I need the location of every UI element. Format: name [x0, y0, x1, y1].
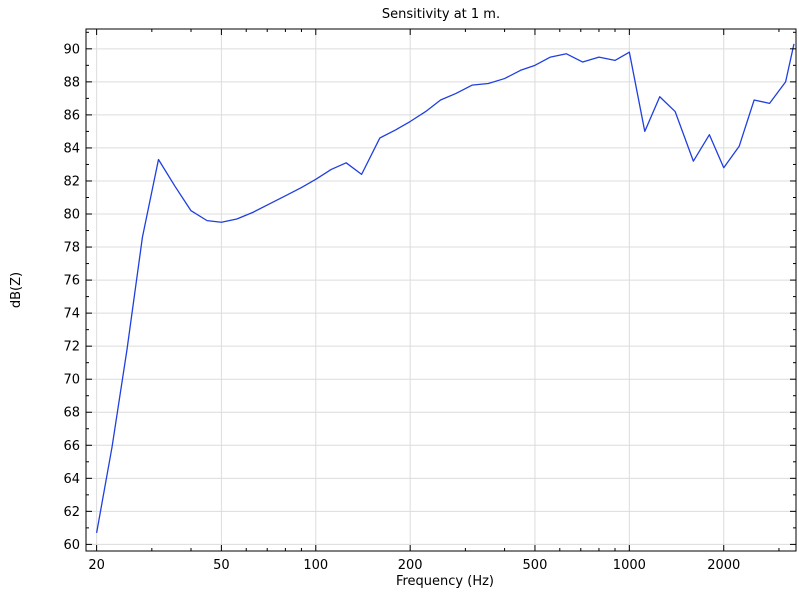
- x-axis-label: Frequency (Hz): [396, 574, 494, 589]
- x-tick-label: 1000: [613, 558, 646, 573]
- y-tick-label: 82: [63, 174, 80, 189]
- y-tick-label: 76: [63, 274, 80, 289]
- series-layer: [95, 43, 795, 533]
- x-tick-label: 200: [398, 558, 423, 573]
- y-tick-labels: 60 62 64 66 68 70 72 74 76 78 80 82 84 86 88 90: [63, 42, 80, 553]
- y-tick-label: 80: [63, 208, 80, 223]
- x-tick-label: 2000: [707, 558, 740, 573]
- x-tick-label: 20: [88, 558, 105, 573]
- plot-frame: [85, 28, 797, 552]
- grid-lines: [86, 29, 796, 551]
- x-tick-label: 50: [213, 558, 230, 573]
- y-tick-label: 78: [63, 241, 80, 256]
- y-axis-label: dB(Z): [9, 272, 24, 308]
- x-tick-label: 500: [523, 558, 548, 573]
- y-tick-label: 72: [63, 340, 80, 355]
- y-tick-label: 70: [63, 373, 80, 388]
- x-tick-label: 100: [303, 558, 328, 573]
- y-tick-label: 64: [63, 472, 80, 487]
- sensitivity-series-line: [95, 43, 795, 533]
- y-tick-label: 88: [63, 75, 80, 90]
- y-tick-label: 74: [63, 307, 80, 322]
- y-tick-label: 68: [63, 406, 80, 421]
- y-tick-label: 84: [63, 141, 80, 156]
- y-tick-label: 66: [63, 439, 80, 454]
- y-tick-label: 60: [63, 538, 80, 553]
- x-tick-labels: 20 50 100 200 500 1000 2000: [88, 558, 740, 573]
- chart-title: Sensitivity at 1 m.: [382, 7, 500, 22]
- y-tick-label: 62: [63, 505, 80, 520]
- y-tick-label: 90: [63, 42, 80, 57]
- y-tick-label: 86: [63, 108, 80, 123]
- tick-marks: [86, 29, 796, 551]
